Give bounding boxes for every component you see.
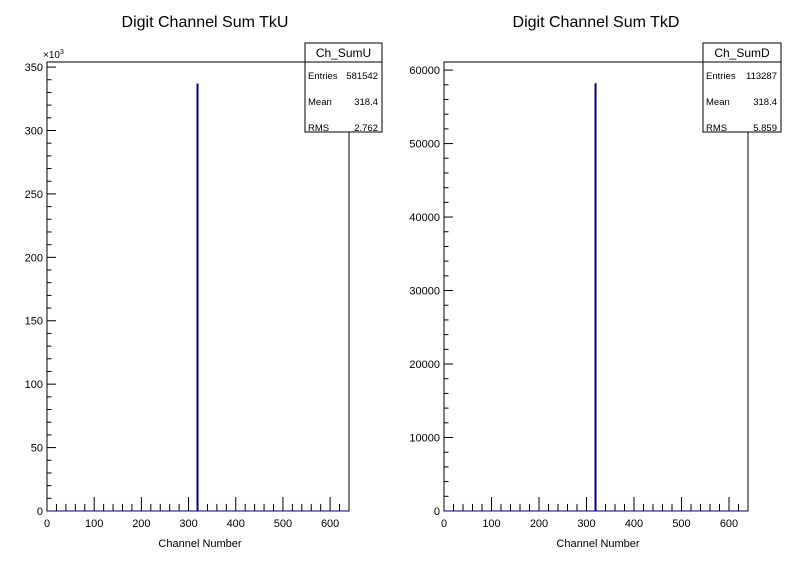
- x-tick-label: 500: [274, 518, 292, 530]
- stats-label: RMS: [308, 123, 329, 134]
- y-tick-label: 0: [37, 506, 43, 518]
- x-axis-label: Channel Number: [556, 538, 639, 550]
- stats-box: Ch_SumD Entries 113287 Mean 318.4 RMS 5.859: [702, 42, 782, 134]
- y-tick-label: 60000: [409, 65, 440, 77]
- y-multiplier-exponent: 3: [60, 49, 64, 56]
- y-multiplier-label: ×103: [43, 49, 64, 61]
- y-tick-label: 50: [31, 443, 43, 455]
- x-tick-label: 0: [441, 518, 447, 530]
- x-tick-label: 400: [227, 518, 245, 530]
- stats-box: Ch_SumU Entries 581542 Mean 318.4 RMS 2.762: [304, 42, 383, 134]
- stats-box-frame: [304, 42, 383, 133]
- stats-value: 318.4: [753, 97, 777, 108]
- x-tick-label: 0: [44, 518, 50, 530]
- chart-title: Digit Channel Sum TkD: [513, 14, 680, 31]
- x-tick-label: 400: [625, 518, 643, 530]
- pad-2: Digit Channel Sum TkD 0 100 200 300 400 500 600…: [409, 14, 782, 550]
- stats-box-name: Ch_SumU: [316, 46, 371, 60]
- y-tick-label: 0: [434, 506, 440, 518]
- x-tick-label: 100: [482, 518, 500, 530]
- stats-label: Entries: [308, 71, 338, 82]
- y-tick-label: 150: [25, 316, 43, 328]
- stats-label: Entries: [706, 71, 736, 82]
- y-tick-label: 20000: [409, 359, 440, 371]
- y-tick-label: 200: [25, 252, 43, 264]
- stats-value: 318.4: [354, 97, 378, 108]
- stats-value: 5.859: [753, 123, 777, 134]
- y-multiplier-base: ×10: [43, 50, 60, 61]
- y-tick-label: 10000: [409, 433, 440, 445]
- stats-value: 2.762: [354, 123, 378, 134]
- x-tick-label: 600: [321, 518, 339, 530]
- y-tick-label: 50000: [409, 139, 440, 151]
- stats-label: Mean: [706, 97, 730, 108]
- y-tick-label: 250: [25, 189, 43, 201]
- x-tick-label: 200: [132, 518, 150, 530]
- stats-value: 581542: [346, 71, 378, 82]
- chart-title: Digit Channel Sum TkU: [122, 14, 289, 31]
- y-tick-label: 100: [25, 379, 43, 391]
- stats-label: Mean: [308, 97, 332, 108]
- x-tick-label: 200: [530, 518, 548, 530]
- x-tick-label: 100: [85, 518, 103, 530]
- y-tick-label: 30000: [409, 286, 440, 298]
- x-tick-label: 500: [672, 518, 690, 530]
- x-tick-label: 300: [179, 518, 197, 530]
- x-axis-label: Channel Number: [158, 538, 241, 550]
- stats-box-name: Ch_SumD: [714, 46, 770, 60]
- y-tick-label: 40000: [409, 212, 440, 224]
- stats-label: RMS: [706, 123, 727, 134]
- x-tick-label: 300: [577, 518, 595, 530]
- y-tick-label: 350: [25, 62, 43, 74]
- stats-box-frame: [702, 42, 782, 133]
- y-tick-label: 300: [25, 125, 43, 137]
- stats-value: 113287: [746, 71, 777, 82]
- x-tick-label: 600: [720, 518, 738, 530]
